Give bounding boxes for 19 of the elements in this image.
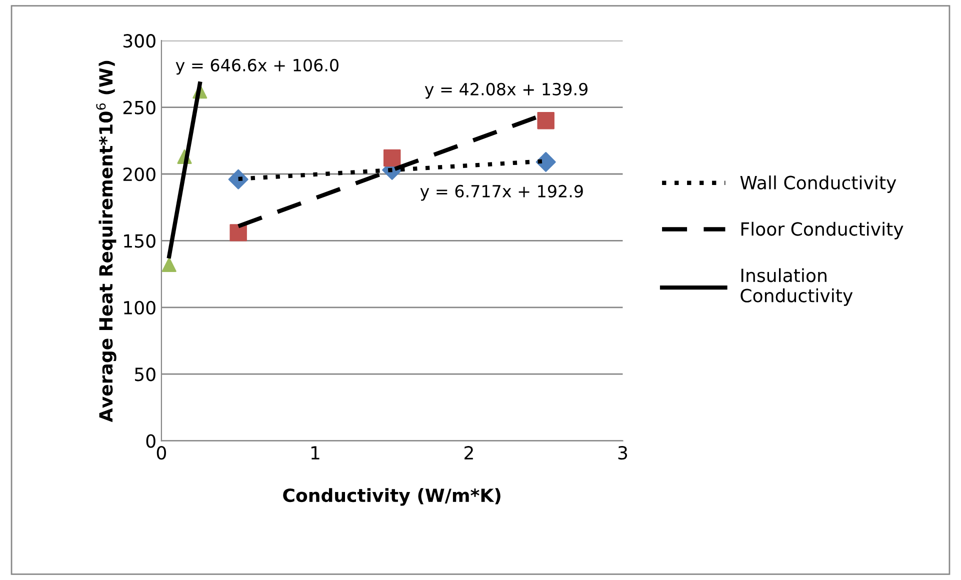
x-axis-title: Conductivity (W/m*K): [283, 488, 500, 506]
y-tick-label: 150: [124, 234, 156, 248]
annotation: y = 646.6x + 106.0: [176, 58, 338, 75]
y-tick-label: 0: [146, 434, 156, 448]
y-tick-label: 300: [124, 34, 156, 48]
x-tick-label: 2: [464, 446, 473, 460]
legend-label: Insulation Conductivity: [740, 268, 853, 306]
y-tick-label: 50: [135, 368, 156, 382]
x-tick-label: 3: [618, 446, 628, 460]
legend-label: Wall Conductivity: [740, 175, 896, 193]
x-tick-label: 0: [156, 446, 166, 460]
x-tick-label: 1: [311, 446, 320, 460]
annotation: y = 6.717x + 192.9: [420, 184, 583, 201]
legend-label: Floor Conductivity: [741, 222, 904, 240]
y-tick-label: 100: [124, 300, 156, 315]
y-axis-title: Average Heat Requirement*10$^{6}$ (W): [96, 60, 116, 422]
y-tick-label: 250: [123, 100, 156, 114]
annotation: y = 42.08x + 139.9: [424, 82, 588, 99]
y-tick-label: 200: [123, 167, 156, 182]
